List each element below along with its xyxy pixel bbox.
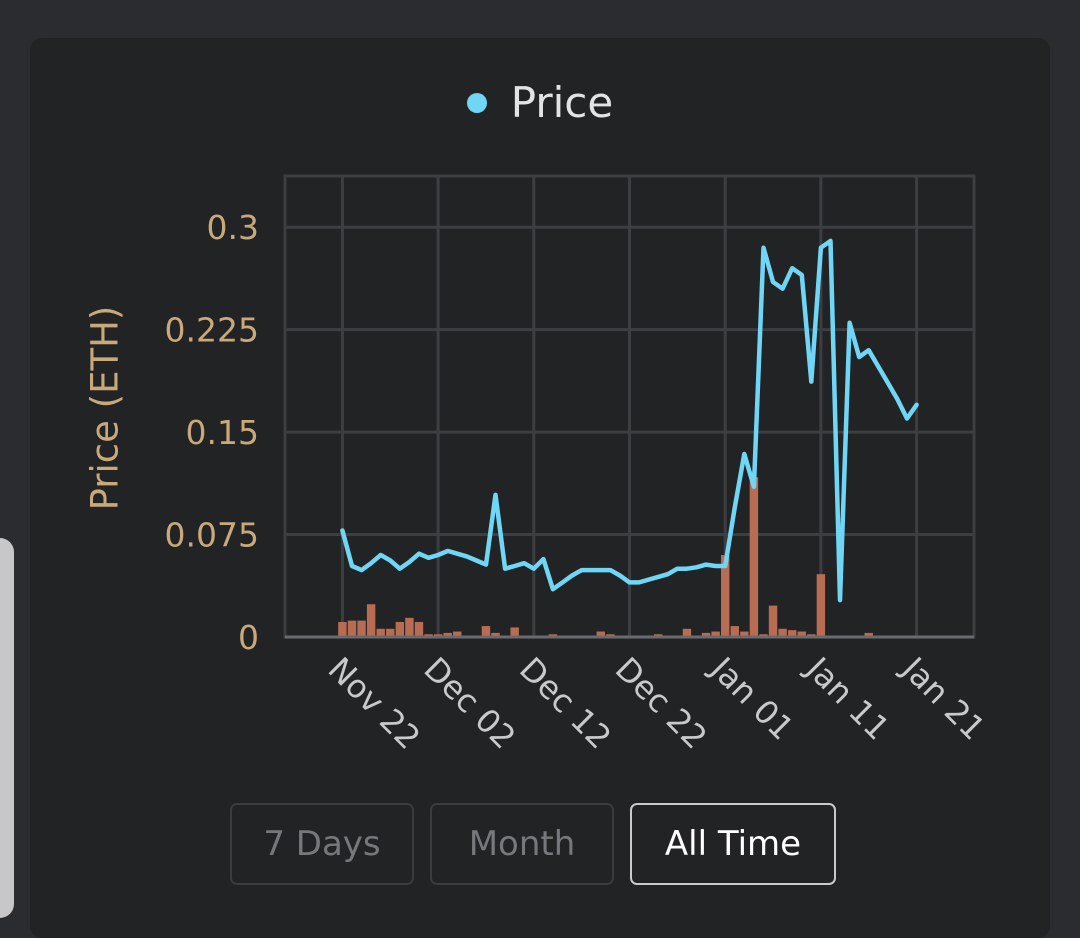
volume-bar xyxy=(787,630,797,637)
y-tick-label: 0.15 xyxy=(186,413,259,452)
volume-bar xyxy=(701,632,711,637)
x-tick-label: Dec 02 xyxy=(416,650,523,757)
x-tick-label: Jan 11 xyxy=(798,648,897,747)
grid-lines xyxy=(283,174,976,639)
volume-bar xyxy=(864,632,873,637)
volume-bar xyxy=(366,604,376,637)
volume-bar xyxy=(338,621,347,637)
volume-bar xyxy=(414,621,424,637)
chart-legend[interactable]: Price xyxy=(0,78,1080,127)
range-7-days-button[interactable]: 7 Days xyxy=(230,803,414,885)
volume-bar xyxy=(443,632,452,637)
volume-bar xyxy=(481,626,491,637)
price-line xyxy=(340,238,919,603)
y-tick-labels: 0 0.075 0.15 0.225 0.3 xyxy=(165,208,259,657)
volume-bar xyxy=(347,620,357,637)
side-panel-tab[interactable] xyxy=(0,538,14,918)
legend-dot-icon xyxy=(466,92,487,113)
y-tick-label: 0.3 xyxy=(207,208,259,247)
x-tick-label: Jan 21 xyxy=(894,648,993,747)
volume-bar xyxy=(395,621,405,637)
volume-bar xyxy=(711,631,720,637)
volume-bar xyxy=(816,574,826,637)
chart-card xyxy=(30,38,1050,938)
volume-bar xyxy=(510,627,519,637)
volume-bar xyxy=(797,631,806,637)
y-tick-label: 0.075 xyxy=(165,516,259,555)
y-tick-label: 0.225 xyxy=(165,311,259,350)
volume-bar xyxy=(491,632,500,637)
volume-bar xyxy=(596,631,606,637)
volume-bar xyxy=(778,628,787,637)
x-tick-label: Dec 22 xyxy=(608,650,715,757)
volume-bar xyxy=(740,631,749,637)
volume-bar xyxy=(386,628,395,637)
volume-bar xyxy=(453,631,462,637)
x-tick-label: Nov 22 xyxy=(321,650,428,757)
volume-bar xyxy=(682,628,692,637)
volume-bar xyxy=(730,626,739,637)
volume-bar xyxy=(376,628,385,637)
range-month-button[interactable]: Month xyxy=(430,803,614,885)
volume-bar xyxy=(768,605,778,637)
y-tick-label: 0 xyxy=(238,618,259,657)
x-tick-label: Jan 01 xyxy=(702,648,801,747)
volume-bar xyxy=(749,477,759,637)
price-line-layer xyxy=(340,238,919,603)
x-tick-label: Dec 12 xyxy=(512,650,619,757)
volume-bar xyxy=(720,555,730,637)
volume-bar xyxy=(357,620,366,637)
legend-label: Price xyxy=(510,78,614,127)
volume-bar xyxy=(405,617,414,637)
range-selector: 7 Days Month All Time xyxy=(230,803,852,885)
range-all-time-button[interactable]: All Time xyxy=(630,803,836,885)
